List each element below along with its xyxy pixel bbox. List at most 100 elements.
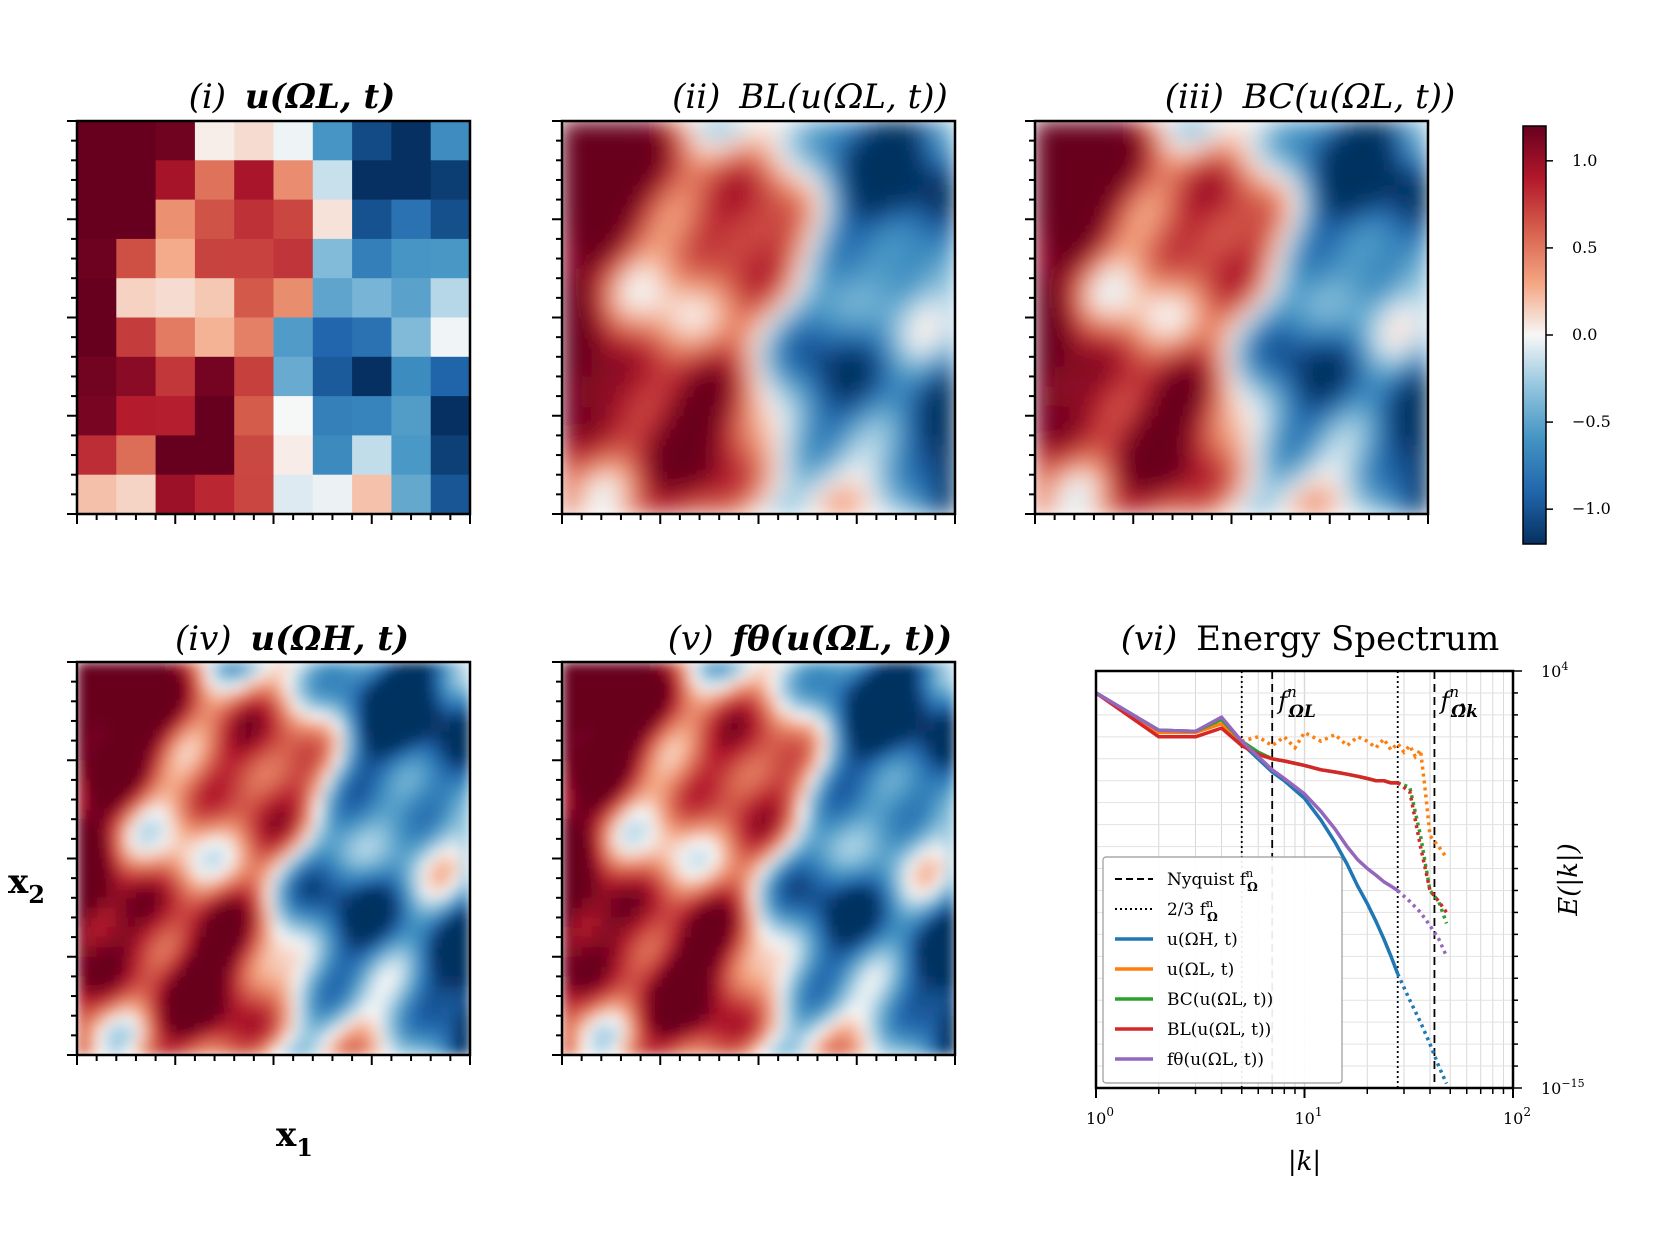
heatmap-cell [896,179,907,191]
heatmap-cell [876,445,887,456]
heatmap-cell [1211,258,1223,269]
heatmap-cell [1172,435,1183,446]
heatmap-cell [719,219,730,230]
heatmap-cell [1388,160,1400,171]
heatmap-cell [807,425,819,436]
heatmap-cell [391,750,402,761]
heatmap-cell [660,140,671,152]
heatmap-cell [748,238,760,250]
heatmap-cell [1202,278,1213,289]
heatmap-cell [856,179,868,191]
heatmap-cell [797,278,809,289]
heatmap-cell [1211,445,1223,456]
heatmap-cell [1054,376,1066,387]
heatmap-cell [1290,278,1301,289]
heatmap-cell [1231,160,1242,171]
heatmap-cell [1074,494,1085,505]
heatmap-cell [175,946,186,958]
heatmap-cell [915,238,927,250]
heatmap-cell [896,464,907,476]
heatmap-cell [332,937,343,948]
heatmap-cell [342,789,353,801]
heatmap-cell [689,366,701,378]
heatmap-cell [1084,337,1095,348]
heatmap-cell [460,1005,470,1017]
heatmap-cell [1123,307,1134,319]
heatmap-cell [361,927,373,938]
heatmap-cell [1123,445,1134,456]
heatmap-cell [273,907,284,919]
heatmap-cell [175,740,186,752]
heatmap-cell [244,750,255,761]
heatmap-cell [1123,366,1134,378]
heatmap-cell [77,770,88,781]
heatmap-cell [1211,474,1223,486]
heatmap-cell [1359,455,1370,466]
heatmap-cell [709,238,720,250]
heatmap-cell [204,956,216,968]
heatmap-cell [381,927,392,938]
heatmap-cell [214,720,225,732]
heatmap-cell [1329,386,1341,397]
heatmap-cell [1339,455,1350,466]
heatmap-cell [876,150,887,161]
heatmap-cell [905,258,917,269]
heatmap-cell [601,356,612,368]
heatmap-cell [660,229,671,240]
heatmap-cell [1418,396,1428,407]
heatmap-cell [1064,238,1075,250]
heatmap-cell [729,337,740,348]
heatmap-cell [1398,356,1409,368]
heatmap-cell [1300,435,1311,446]
heatmap-cell [1310,238,1321,250]
heatmap-cell [391,681,402,693]
heatmap-cell [1035,494,1046,505]
heatmap-cell [420,760,432,771]
heatmap-cell [1408,386,1419,397]
heatmap-cell [165,662,176,673]
heatmap-cell [611,445,622,456]
heatmap-cell [817,376,828,387]
heatmap-cell [460,829,470,840]
heatmap-cell [611,386,622,397]
heatmap-cell [1310,199,1321,211]
heatmap-cell [1113,425,1125,436]
heatmap-cell [145,789,157,801]
heatmap-cell [283,956,294,968]
heatmap-cell [591,474,602,486]
heatmap-cell [935,396,946,407]
heatmap-cell [1202,504,1213,514]
heatmap-cell [1339,150,1350,161]
heatmap-cell [234,671,245,683]
heatmap-cell [312,897,324,909]
heatmap-cell [244,829,255,840]
heatmap-cell [1211,494,1223,505]
heatmap-cell [591,297,602,309]
heatmap-cell [352,730,363,742]
heatmap-cell [135,848,147,860]
heatmap-cell [185,701,196,712]
heatmap-cell [837,307,848,319]
heatmap-cell [175,760,186,771]
heatmap-cell [460,868,470,879]
heatmap-cell [1300,474,1311,486]
heatmap-cell [155,671,167,683]
heatmap-cell [1251,464,1262,476]
heatmap-cell [175,671,186,683]
heatmap-cell [312,121,353,161]
heatmap-cell [670,376,681,387]
heatmap-cell [77,986,88,997]
heatmap-cell [620,130,632,142]
heatmap-cell [1280,317,1292,328]
heatmap-cell [807,474,819,486]
heatmap-cell [1054,170,1066,181]
heatmap-cell [787,425,799,436]
heatmap-cell [1172,474,1183,486]
heatmap-cell [1280,435,1292,446]
heatmap-cell [1260,494,1272,505]
heatmap-cell [896,327,907,338]
heatmap-cell [381,966,392,977]
heatmap-cell [352,760,363,771]
heatmap-cell [263,996,275,1007]
heatmap-cell [1270,179,1282,191]
